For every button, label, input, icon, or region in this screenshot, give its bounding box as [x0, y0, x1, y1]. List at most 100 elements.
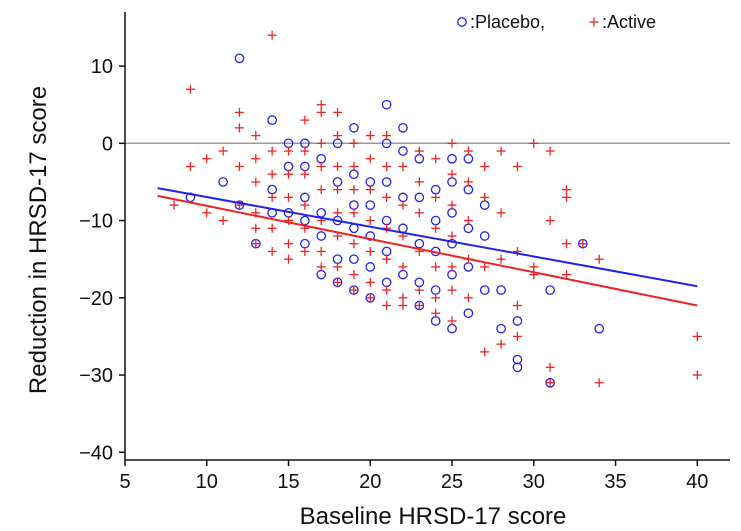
- active-point: [463, 177, 473, 187]
- active-point: [447, 316, 457, 326]
- placebo-point: [365, 231, 376, 241]
- active-point: [447, 262, 457, 272]
- active-point: [349, 161, 359, 171]
- legend-active-marker: [589, 17, 599, 27]
- placebo-point: [300, 215, 310, 226]
- active-point: [447, 285, 457, 295]
- data-points: [169, 30, 702, 388]
- placebo-point: [398, 146, 408, 156]
- active-point: [300, 169, 310, 179]
- active-point: [382, 285, 392, 295]
- active-point: [398, 293, 408, 303]
- active-point: [365, 154, 375, 164]
- active-point: [431, 293, 441, 303]
- placebo-point: [414, 192, 425, 203]
- active-point: [480, 347, 490, 357]
- active-point: [365, 293, 375, 303]
- active-point: [349, 185, 359, 195]
- active-point: [431, 154, 441, 164]
- active-point: [300, 115, 310, 125]
- x-tick-label: 35: [604, 471, 626, 493]
- placebo-point: [349, 223, 359, 234]
- placebo-point: [349, 200, 359, 210]
- active-point: [365, 185, 375, 195]
- active-point: [284, 146, 294, 156]
- placebo-point: [447, 153, 457, 164]
- active-point: [692, 331, 702, 341]
- placebo-point: [479, 200, 490, 210]
- active-point: [398, 200, 408, 210]
- active-point: [561, 239, 571, 249]
- active-point: [218, 146, 228, 156]
- placebo-point: [365, 200, 376, 210]
- active-point: [365, 277, 375, 287]
- placebo-point: [463, 308, 474, 319]
- placebo-point: [479, 231, 490, 241]
- series-active: [169, 30, 702, 388]
- active-point: [365, 131, 375, 141]
- active-point: [382, 301, 392, 311]
- y-tick-label: −30: [79, 365, 113, 387]
- x-tick-label: 10: [196, 471, 218, 493]
- active-point: [447, 169, 457, 179]
- active-point: [267, 30, 277, 40]
- active-point: [251, 154, 261, 164]
- active-point: [561, 192, 571, 202]
- placebo-point: [430, 285, 441, 295]
- placebo-point: [463, 153, 474, 164]
- y-tick-label: 0: [102, 133, 113, 155]
- placebo-point: [316, 269, 327, 280]
- active-point: [251, 223, 261, 233]
- active-point: [463, 146, 473, 156]
- placebo-point: [398, 192, 408, 203]
- y-axis-title: Reduction in HRSD-17 score: [25, 86, 52, 394]
- y-tick-label: 10: [91, 56, 113, 78]
- active-point: [202, 154, 212, 164]
- placebo-point: [234, 53, 245, 64]
- placebo-point: [365, 177, 376, 187]
- active-point: [284, 239, 294, 249]
- placebo-point: [316, 231, 327, 241]
- placebo-point: [316, 207, 327, 218]
- active-point: [284, 192, 294, 202]
- active-point: [414, 208, 424, 218]
- placebo-point: [267, 115, 278, 125]
- active-point: [316, 100, 326, 110]
- y-tick-label: −10: [79, 211, 113, 233]
- placebo-point: [300, 192, 310, 203]
- active-point: [692, 370, 702, 380]
- placebo-point: [512, 316, 523, 326]
- active-point: [594, 254, 604, 264]
- placebo-point: [398, 269, 408, 280]
- active-point: [267, 146, 277, 156]
- active-point: [512, 161, 522, 171]
- placebo-point: [381, 215, 392, 226]
- active-point: [512, 331, 522, 341]
- active-point: [545, 362, 555, 372]
- active-point: [267, 246, 277, 256]
- legend-placebo-label: :Placebo,: [470, 12, 545, 32]
- active-point: [398, 161, 408, 171]
- placebo-point: [594, 323, 605, 334]
- active-point: [316, 107, 326, 117]
- y-tick-label: −20: [79, 288, 113, 310]
- placebo-point: [349, 123, 359, 133]
- active-point: [316, 161, 326, 171]
- active-point: [414, 285, 424, 295]
- active-point: [349, 208, 359, 218]
- active-point: [251, 131, 261, 141]
- active-point: [480, 192, 490, 202]
- placebo-point: [267, 184, 278, 195]
- active-point: [529, 262, 539, 272]
- placebo-point: [463, 184, 474, 195]
- active-point: [251, 239, 261, 249]
- active-point: [382, 254, 392, 264]
- active-point: [414, 301, 424, 311]
- active-point: [333, 277, 343, 287]
- active-point: [267, 192, 277, 202]
- active-point: [545, 216, 555, 226]
- active-point: [365, 216, 375, 226]
- placebo-point: [349, 169, 359, 180]
- active-point: [349, 138, 359, 148]
- active-point: [414, 146, 424, 156]
